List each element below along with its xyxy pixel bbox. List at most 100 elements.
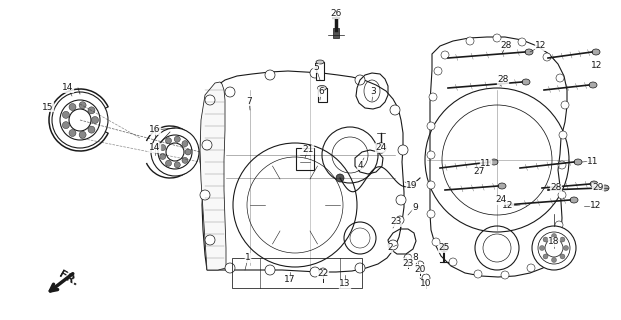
Circle shape — [427, 210, 435, 218]
Text: 21: 21 — [302, 146, 314, 155]
Text: 29: 29 — [592, 183, 604, 193]
Circle shape — [427, 122, 435, 130]
Circle shape — [441, 51, 449, 59]
Circle shape — [432, 238, 440, 246]
Circle shape — [88, 107, 95, 114]
Text: 3: 3 — [370, 87, 376, 97]
Circle shape — [493, 34, 501, 42]
Circle shape — [166, 160, 171, 166]
Circle shape — [527, 264, 535, 272]
Text: 5: 5 — [313, 63, 319, 73]
Circle shape — [52, 92, 108, 148]
Text: 12: 12 — [591, 202, 602, 211]
Text: 28: 28 — [550, 183, 561, 193]
Circle shape — [355, 75, 365, 85]
Text: 11: 11 — [480, 159, 492, 169]
Text: 8: 8 — [412, 253, 418, 262]
Circle shape — [560, 237, 565, 242]
Circle shape — [560, 254, 565, 259]
Circle shape — [319, 268, 327, 276]
Circle shape — [558, 191, 566, 199]
Circle shape — [336, 174, 344, 182]
Circle shape — [422, 274, 430, 282]
Text: 7: 7 — [246, 97, 252, 106]
Circle shape — [91, 116, 99, 124]
Text: 6: 6 — [318, 87, 324, 97]
Ellipse shape — [570, 197, 578, 203]
Text: 10: 10 — [420, 279, 432, 289]
Text: 9: 9 — [412, 203, 418, 212]
Bar — [232, 258, 362, 288]
Circle shape — [559, 131, 567, 139]
Text: 25: 25 — [438, 244, 450, 252]
Bar — [316, 62, 324, 80]
Text: 11: 11 — [587, 156, 599, 165]
Text: FR.: FR. — [57, 269, 79, 288]
Circle shape — [69, 130, 76, 137]
Text: 24: 24 — [496, 196, 507, 204]
Text: 20: 20 — [414, 265, 425, 274]
Circle shape — [160, 145, 166, 150]
Circle shape — [265, 265, 275, 275]
Circle shape — [543, 254, 548, 259]
Circle shape — [404, 254, 412, 262]
Text: 23: 23 — [402, 259, 414, 268]
Text: 24: 24 — [375, 143, 387, 153]
Circle shape — [376, 143, 386, 153]
Ellipse shape — [316, 60, 324, 64]
Circle shape — [69, 103, 76, 110]
Text: 2: 2 — [387, 244, 393, 252]
Circle shape — [556, 74, 564, 82]
Circle shape — [200, 190, 210, 200]
Circle shape — [355, 263, 365, 273]
Circle shape — [202, 140, 212, 150]
Text: 16: 16 — [149, 125, 161, 134]
Text: 26: 26 — [330, 10, 342, 19]
Circle shape — [449, 258, 457, 266]
Circle shape — [440, 244, 448, 252]
Ellipse shape — [498, 183, 506, 189]
Circle shape — [429, 93, 437, 101]
Circle shape — [558, 161, 566, 169]
Text: 12: 12 — [591, 61, 603, 70]
Circle shape — [310, 267, 320, 277]
Circle shape — [390, 105, 400, 115]
Text: 13: 13 — [339, 279, 351, 289]
Circle shape — [62, 111, 70, 118]
Circle shape — [388, 240, 398, 250]
Circle shape — [501, 271, 509, 279]
Circle shape — [543, 53, 551, 61]
Circle shape — [79, 102, 86, 109]
Circle shape — [225, 87, 235, 97]
Text: 4: 4 — [357, 161, 363, 170]
Ellipse shape — [590, 181, 598, 187]
Text: 18: 18 — [548, 237, 560, 246]
Ellipse shape — [589, 82, 597, 88]
Circle shape — [225, 263, 235, 273]
Ellipse shape — [574, 159, 582, 165]
Circle shape — [434, 67, 442, 75]
Ellipse shape — [490, 159, 498, 165]
Text: 12: 12 — [502, 202, 514, 211]
Circle shape — [518, 38, 526, 46]
Circle shape — [205, 95, 215, 105]
Circle shape — [427, 151, 435, 159]
Polygon shape — [200, 82, 226, 270]
Circle shape — [532, 226, 576, 270]
Circle shape — [175, 136, 180, 142]
Circle shape — [175, 162, 180, 168]
Text: 14: 14 — [62, 84, 74, 92]
Text: 1: 1 — [245, 253, 251, 262]
Text: 14: 14 — [149, 143, 161, 153]
Circle shape — [265, 70, 275, 80]
Text: 17: 17 — [284, 276, 296, 284]
Circle shape — [466, 37, 474, 45]
Text: 12: 12 — [535, 42, 546, 51]
Text: 23: 23 — [391, 218, 402, 227]
Ellipse shape — [601, 185, 609, 191]
Circle shape — [62, 122, 70, 129]
Circle shape — [551, 258, 556, 262]
Circle shape — [182, 157, 188, 163]
Circle shape — [474, 270, 482, 278]
Circle shape — [398, 145, 408, 155]
